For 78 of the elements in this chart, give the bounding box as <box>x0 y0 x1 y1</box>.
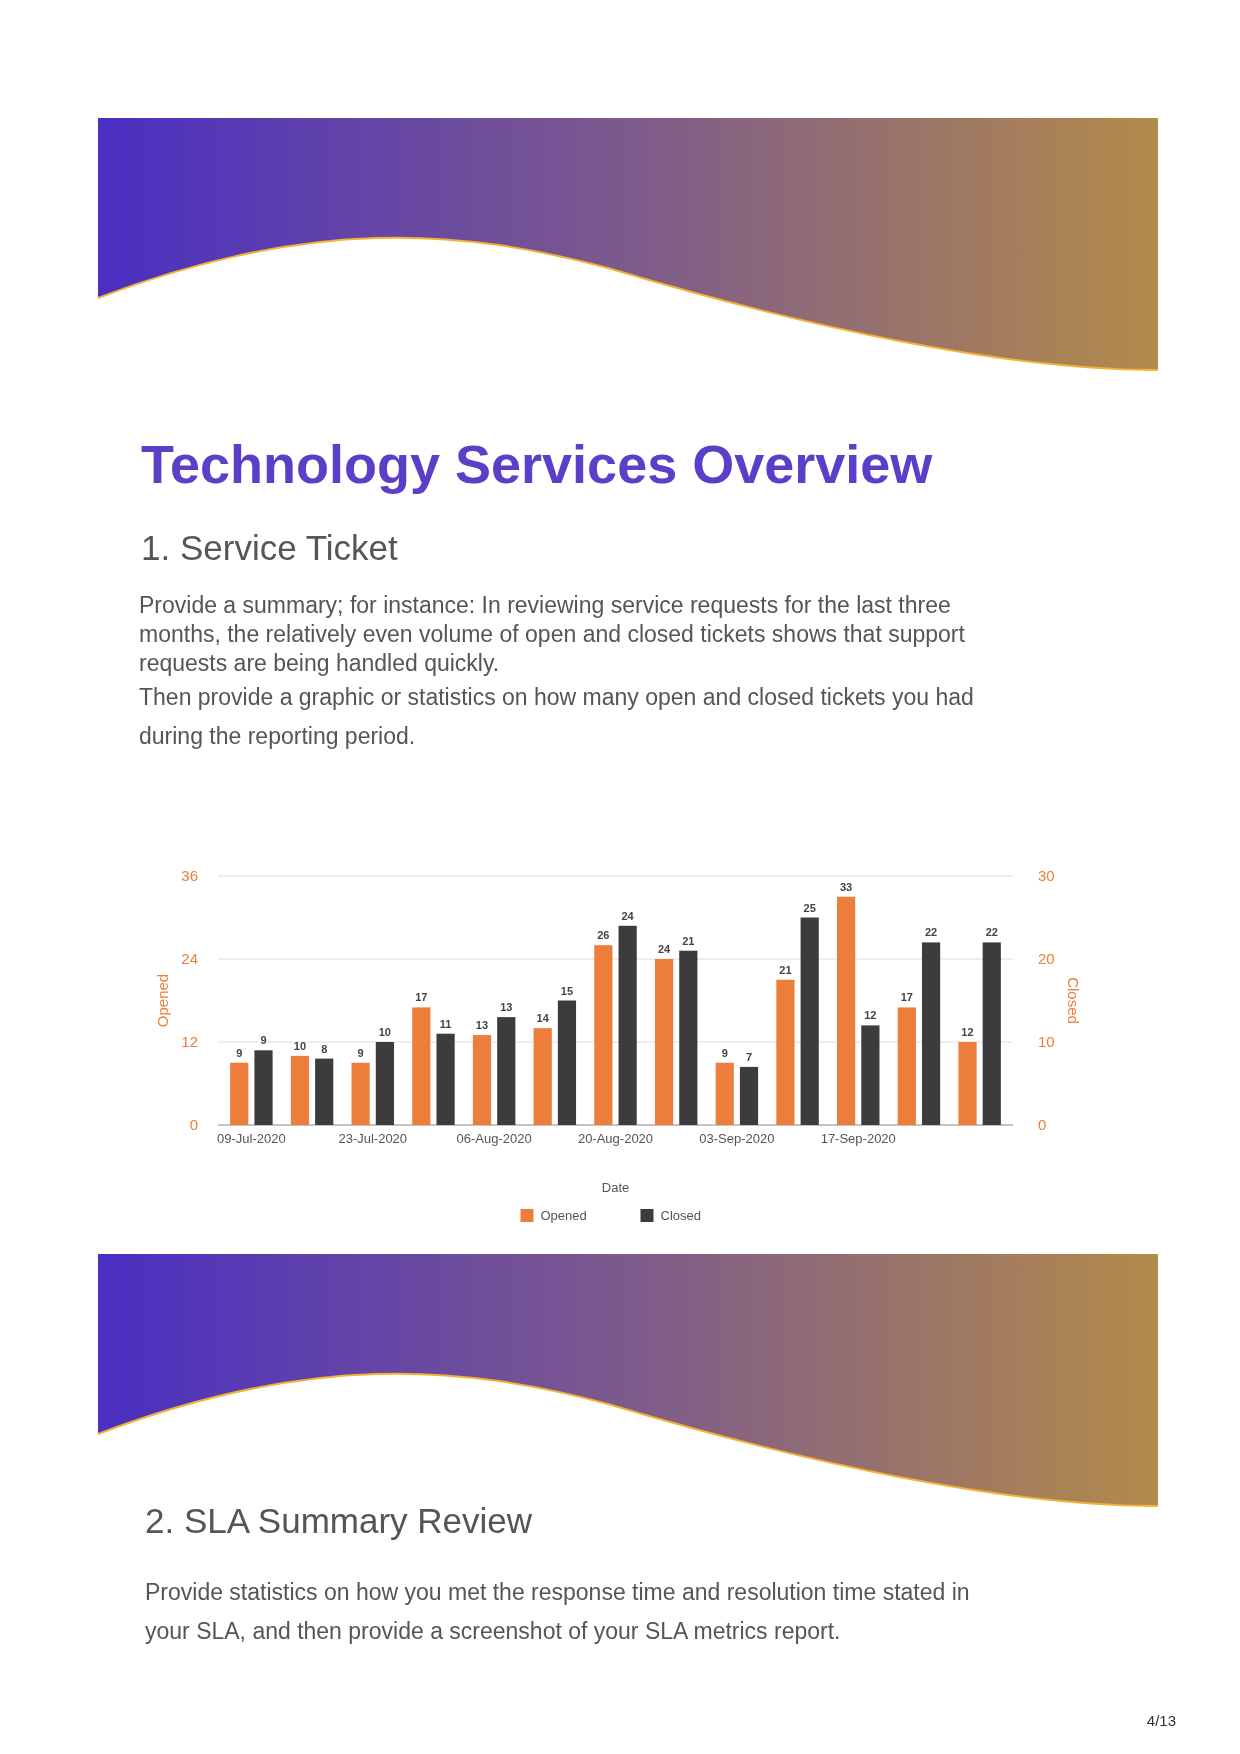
bar <box>715 1062 734 1125</box>
text: Then provide a graphic or statistics on how many open and closed tickets you had during the reporting period. <box>139 684 974 749</box>
legend-label: Opened <box>540 1208 587 1223</box>
bar <box>472 1035 492 1125</box>
data-label: 15 <box>560 984 574 997</box>
data-label: 7 <box>745 1050 753 1063</box>
data-label: 13 <box>500 1001 513 1014</box>
y-tick-label: 24 <box>181 950 198 967</box>
bar <box>982 942 1001 1125</box>
data-label: 9 <box>357 1046 364 1059</box>
bar <box>497 1017 516 1125</box>
y2-tick-label: 30 <box>1038 867 1055 884</box>
x-tick-label: 20-Aug-2020 <box>577 1131 654 1146</box>
text: Provide statistics on how you met the response time and resolution time stated in your SLA, and then provide a screenshot of your SLA metrics report. <box>145 1579 970 1644</box>
bar <box>958 1042 977 1125</box>
data-label: 24 <box>657 943 672 955</box>
bar <box>533 1028 552 1125</box>
data-label: 11 <box>439 1017 452 1030</box>
y-tick-label: 0 <box>189 1116 198 1133</box>
data-label: 33 <box>839 880 853 893</box>
y-axis-title: Opened <box>154 973 171 1028</box>
data-label: 25 <box>803 901 816 914</box>
bar <box>557 1000 577 1125</box>
x-axis-title: Date <box>601 1180 630 1195</box>
data-label: 9 <box>236 1046 243 1059</box>
x-tick-label: 06-Aug-2020 <box>456 1131 532 1146</box>
bar <box>230 1062 249 1125</box>
bar <box>921 942 941 1125</box>
y2-tick-label: 0 <box>1038 1116 1047 1133</box>
bar <box>800 917 819 1125</box>
bar <box>375 1042 394 1125</box>
data-label: 14 <box>536 1012 550 1025</box>
bar <box>861 1025 880 1125</box>
x-tick-label: 09-Jul-2020 <box>217 1131 286 1146</box>
y-tick-label: 12 <box>181 1033 198 1050</box>
data-label: 26 <box>597 929 610 942</box>
data-label: 12 <box>864 1009 877 1022</box>
bar <box>412 1007 431 1125</box>
data-label: 17 <box>415 991 428 1004</box>
bar <box>837 896 856 1125</box>
y2-axis-title: Closed <box>1065 977 1082 1024</box>
x-tick-label: 23-Jul-2020 <box>338 1131 408 1146</box>
bar <box>618 925 637 1125</box>
bar <box>679 950 698 1125</box>
data-label: 12 <box>961 1026 974 1038</box>
y-tick-label: 36 <box>181 867 198 884</box>
y2-tick-label: 20 <box>1038 950 1055 967</box>
data-label: 8 <box>321 1042 328 1055</box>
data-label: 10 <box>378 1026 392 1038</box>
x-tick-label: 17-Sep-2020 <box>820 1131 896 1146</box>
bar <box>436 1033 455 1125</box>
data-label: 22 <box>985 926 998 939</box>
bar <box>290 1055 310 1125</box>
data-label: 17 <box>900 991 913 1004</box>
data-label: 9 <box>721 1046 728 1059</box>
data-label: 9 <box>260 1034 267 1047</box>
text: Provide a summary; for instance: In reviewing service requests for the last three months, the relatively even volume of open and closed tickets shows that support requests are being handled quickly. <box>139 592 966 676</box>
bar <box>315 1058 334 1125</box>
y2-tick-label: 10 <box>1038 1033 1055 1050</box>
x-tick-label: 03-Sep-2020 <box>699 1131 775 1146</box>
text: 2. SLA Summary Review <box>145 1501 533 1540</box>
data-label: 21 <box>682 934 695 947</box>
chart-subtitle: 1. Service Ticket <box>141 528 399 567</box>
legend-label: Closed <box>660 1208 701 1223</box>
bar <box>594 945 613 1125</box>
chart-title: Technology Services Overview <box>141 434 934 494</box>
bar <box>776 979 795 1125</box>
bar <box>654 959 674 1125</box>
data-label: 21 <box>779 963 792 976</box>
text: 4/13 <box>1146 1712 1176 1729</box>
bar <box>897 1007 916 1125</box>
data-label: 10 <box>293 1039 307 1052</box>
bar <box>254 1050 273 1125</box>
bar <box>739 1066 759 1125</box>
data-label: 13 <box>475 1019 489 1032</box>
data-label: 22 <box>924 926 938 939</box>
data-label: 24 <box>621 909 635 922</box>
bar <box>351 1062 370 1125</box>
